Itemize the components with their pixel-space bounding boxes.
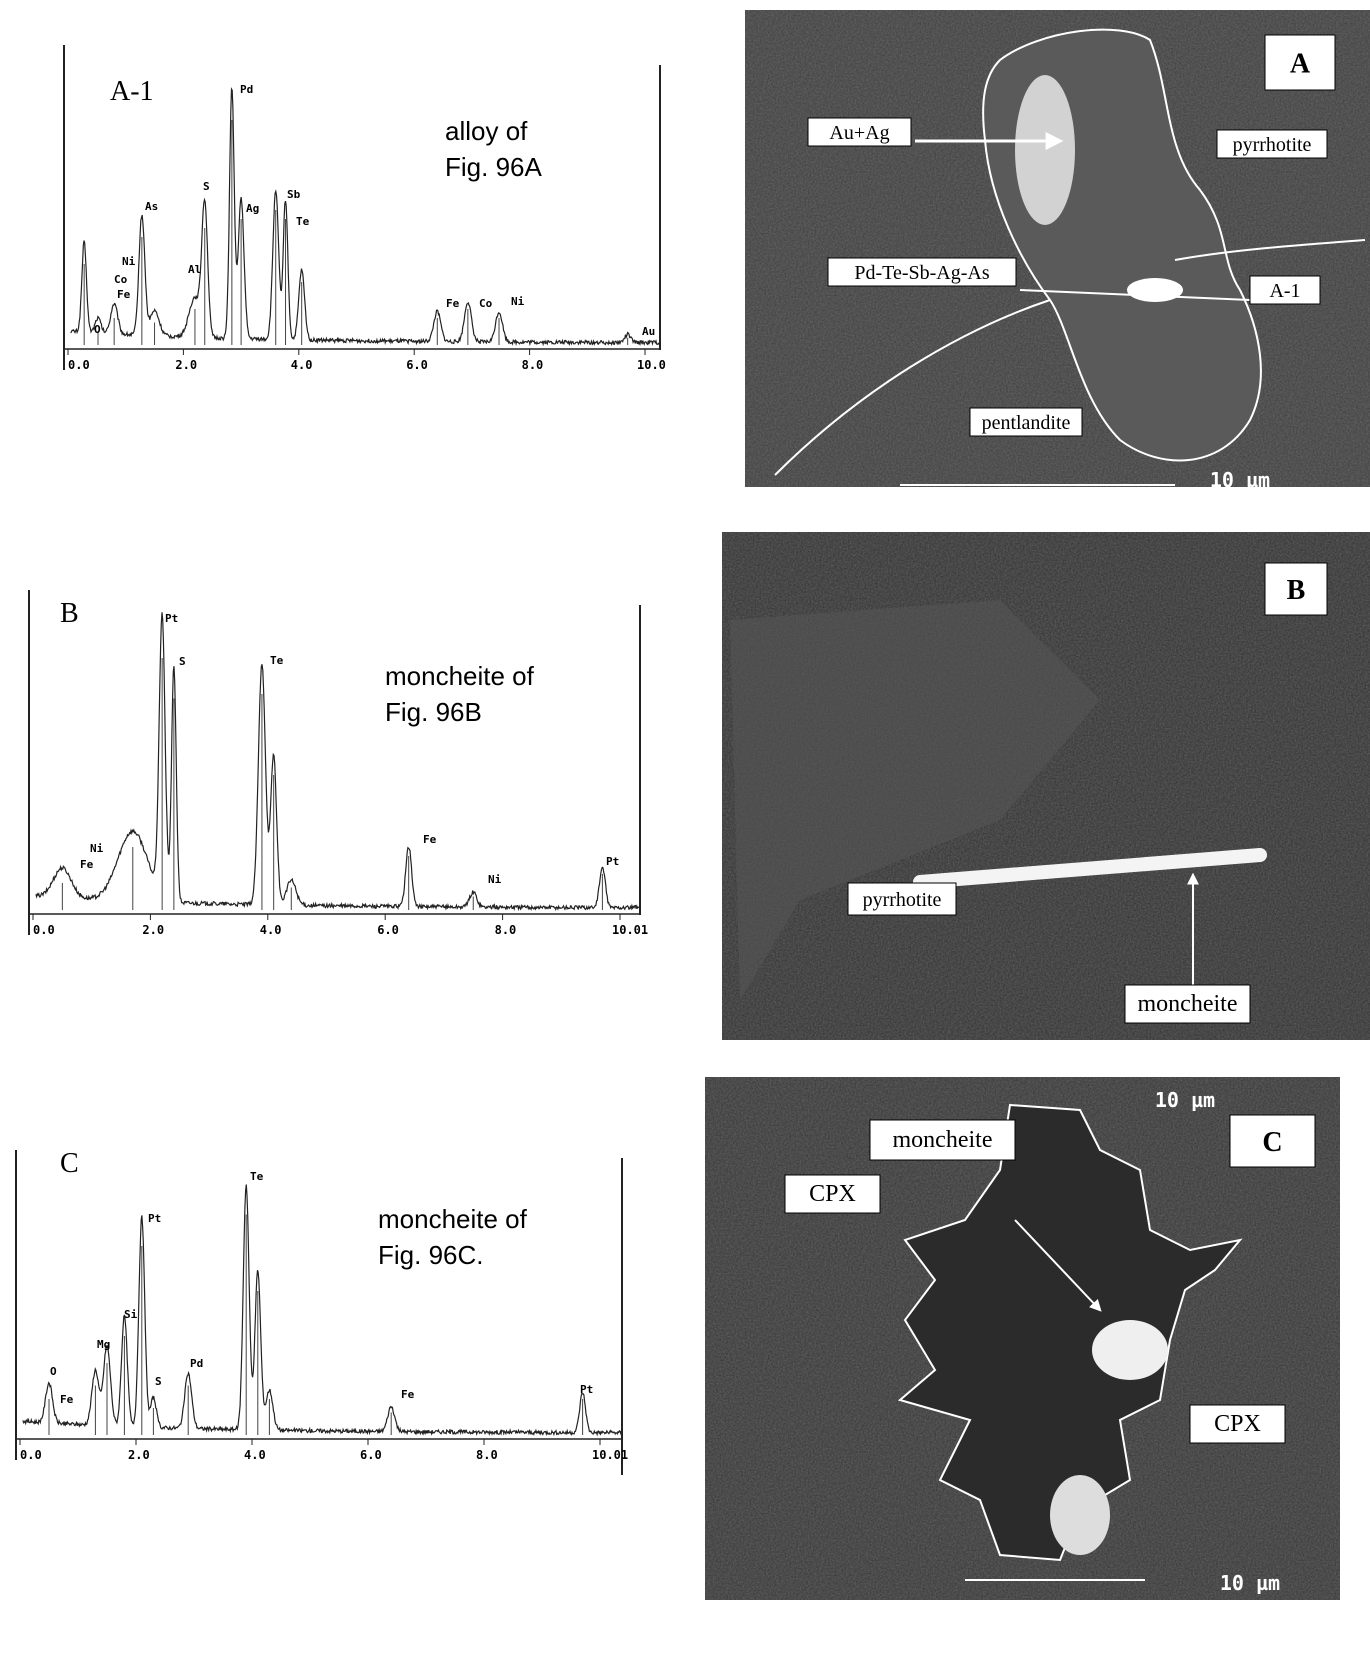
x-tick-label: 2.0 [142, 923, 164, 937]
peak-label: Ni [122, 255, 136, 268]
x-tick-label: 6.0 [360, 1448, 382, 1462]
caption: moncheite of [385, 661, 535, 691]
x-tick-label: 8.0 [476, 1448, 498, 1462]
image-label: CPX [809, 1181, 856, 1207]
peak-label: Fe [446, 297, 460, 310]
scale-label: 10 µm [1155, 1088, 1215, 1112]
panel-label: B [60, 598, 79, 629]
peak-label: Ag [246, 202, 259, 215]
peak-label: O [50, 1365, 57, 1378]
x-tick-label: 0.0 [68, 358, 90, 372]
caption: Fig. 96A [445, 152, 542, 182]
image-label: A-1 [1269, 280, 1300, 302]
peak-label: Co [479, 297, 493, 310]
x-tick-label: 0.0 [33, 923, 55, 937]
image-label: pyrrhotite [863, 889, 942, 911]
peak-label: Pt [148, 1212, 161, 1225]
peak-label: Fe [117, 288, 131, 301]
label-box [1189, 1404, 1286, 1444]
spectrum-trace [35, 612, 641, 912]
peak-label: Co [114, 273, 128, 286]
peak-label: Te [270, 654, 284, 667]
peak-label: Fe [80, 858, 94, 871]
letter-box [1264, 562, 1328, 616]
label-box [1216, 129, 1328, 159]
image-label: moncheite [1138, 991, 1238, 1017]
peak-label: As [145, 200, 158, 213]
x-tick-label: 10.01 [612, 923, 648, 937]
x-tick-label: 6.0 [377, 923, 399, 937]
peak-label: Mg [97, 1338, 110, 1351]
label-box [847, 882, 957, 916]
peak-label: Al [188, 263, 201, 276]
peak-label: Si [124, 1308, 138, 1321]
peak-label: Pd [240, 83, 253, 96]
label-box [869, 1119, 1016, 1161]
spectrum-panel: 0.0 2.0 4.0 6.0 8.0 10.0 A-1 alloy of Fig. 96A Pd… [63, 45, 666, 372]
x-tick-label: 2.0 [175, 358, 197, 372]
spectrum-trace [70, 86, 660, 347]
x-tick-label: 4.0 [244, 1448, 266, 1462]
x-tick-label: 10.01 [592, 1448, 628, 1462]
peak-label: O [94, 323, 101, 336]
peak-label: Ni [511, 295, 525, 308]
panel-label: A-1 [110, 76, 154, 107]
peak-label: Pt [580, 1383, 593, 1396]
peak-label: Fe [401, 1388, 415, 1401]
peak-label: Pt [165, 612, 178, 625]
x-tick-label: 8.0 [522, 358, 544, 372]
label-box [1249, 275, 1321, 305]
image-label: pentlandite [982, 412, 1071, 434]
panel-label: C [60, 1148, 79, 1179]
x-tick-label: 6.0 [406, 358, 428, 372]
letter-box [1264, 34, 1336, 91]
image-label: Pd-Te-Sb-Ag-As [854, 262, 989, 284]
x-tick-label: 8.0 [495, 923, 517, 937]
peak-label: Pt [606, 855, 619, 868]
image-label: moncheite [893, 1127, 993, 1153]
peak-label: Ni [488, 873, 502, 886]
label-box [1124, 984, 1251, 1024]
scale-label: 10 µm [1220, 1571, 1280, 1595]
x-tick-label: 0.0 [20, 1448, 42, 1462]
x-tick-label: 4.0 [291, 358, 313, 372]
label-box [827, 257, 1017, 287]
peak-label: S [155, 1375, 162, 1388]
peak-label: Fe [60, 1393, 74, 1406]
letter-box [1229, 1114, 1316, 1168]
peak-label: Pd [190, 1357, 203, 1370]
x-tick-label: 4.0 [260, 923, 282, 937]
label-box [807, 117, 912, 147]
peak-label: S [203, 180, 210, 193]
peak-label: Sb [287, 188, 301, 201]
peak-label: Te [250, 1170, 264, 1183]
panel-letter: B [1287, 575, 1306, 606]
label-box [784, 1174, 881, 1214]
peak-label: S [179, 655, 186, 668]
image-label: CPX [1214, 1411, 1261, 1437]
sem-image-b [722, 532, 1370, 1101]
caption: Fig. 96C. [378, 1240, 484, 1270]
x-tick-label: 10.0 [637, 358, 666, 372]
caption: Fig. 96B [385, 697, 482, 727]
label-box [969, 407, 1083, 437]
peak-label: Fe [423, 833, 437, 846]
x-tick-label: 2.0 [128, 1448, 150, 1462]
image-label: Au+Ag [829, 122, 889, 144]
panel-letter: C [1262, 1127, 1282, 1158]
caption: moncheite of [378, 1204, 528, 1234]
caption: alloy of [445, 116, 528, 146]
spectrum-trace [22, 1184, 623, 1437]
image-label: pyrrhotite [1233, 134, 1312, 156]
peak-label: Au [642, 325, 655, 338]
panel-letter: A [1290, 49, 1311, 80]
peak-label: Ni [90, 842, 104, 855]
peak-label: Te [296, 215, 310, 228]
scale-label: 10 µm [1210, 468, 1270, 492]
